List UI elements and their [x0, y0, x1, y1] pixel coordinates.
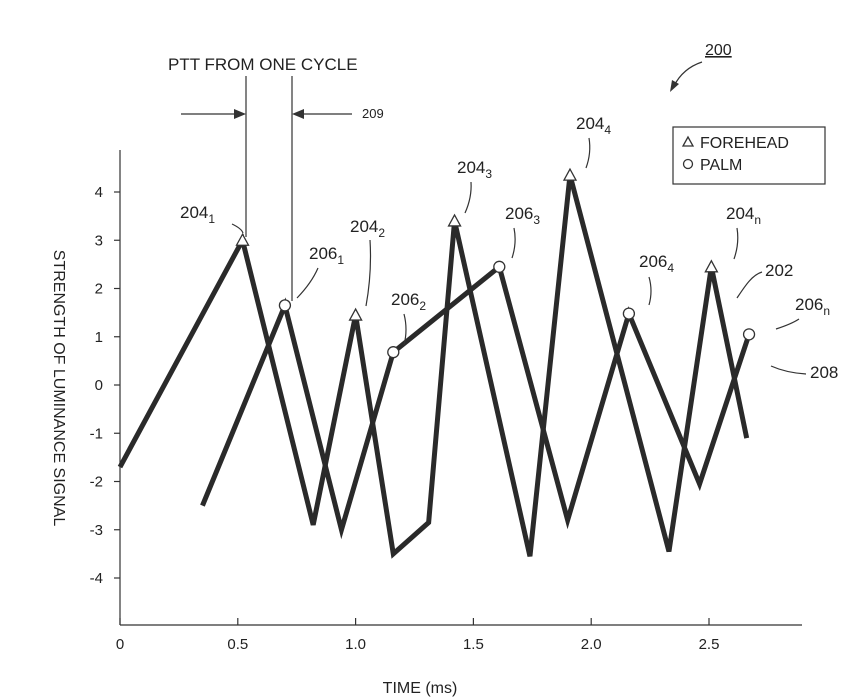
triangle-marker	[237, 234, 249, 245]
figure-number-arrowhead	[670, 80, 679, 92]
y-tick-label: 1	[95, 329, 103, 346]
y-tick-label: 4	[95, 184, 103, 201]
peak-label-leader	[734, 228, 738, 259]
circle-marker	[494, 261, 505, 272]
x-tick-label: 2.0	[581, 636, 602, 653]
series-callout-leader	[771, 366, 806, 374]
x-tick-label: 0.5	[227, 636, 248, 653]
triangle-marker	[350, 309, 362, 320]
y-axis-ticks: 4 3 2 1 0 -1 -2 -3 -4	[90, 184, 120, 587]
x-tick-label: 1.5	[463, 636, 484, 653]
ptt-annotation: PTT FROM ONE CYCLE 209	[168, 55, 384, 301]
circle-marker	[388, 347, 399, 358]
series-callout: 202	[765, 261, 793, 280]
ptt-right-arrowhead	[292, 109, 304, 119]
y-tick-label: -2	[90, 474, 103, 491]
peak-label: 206n	[795, 295, 830, 318]
peak-label: 204n	[726, 204, 761, 227]
circle-marker	[744, 329, 755, 340]
peak-label: 2062	[391, 290, 426, 313]
ptt-callout-209: 209	[362, 106, 384, 121]
x-tick-label: 2.5	[699, 636, 720, 653]
figure-number: 200	[705, 42, 732, 59]
series-layer	[120, 169, 755, 556]
figure-number-label: 200	[670, 42, 732, 92]
y-axis-title: STRENGTH OF LUMINANCE SIGNAL	[50, 250, 67, 527]
legend-label-forehead: FOREHEAD	[700, 135, 789, 152]
peak-label: 2064	[639, 252, 674, 275]
peak-label-leader	[366, 240, 371, 306]
peak-label-leader	[586, 138, 590, 168]
peak-label: 2042	[350, 217, 385, 240]
y-tick-label: -1	[90, 425, 103, 442]
legend-label-palm: PALM	[700, 157, 742, 174]
y-tick-label: -3	[90, 522, 103, 539]
triangle-marker	[705, 261, 717, 272]
peak-label-leader	[232, 224, 243, 233]
ptt-left-arrowhead	[234, 109, 246, 119]
x-tick-label: 0	[116, 636, 124, 653]
peak-label: 2061	[309, 244, 344, 267]
ptt-annotation-text: PTT FROM ONE CYCLE	[168, 55, 358, 74]
legend-circle-icon	[684, 160, 693, 169]
peak-label: 2043	[457, 158, 492, 181]
circle-marker	[623, 308, 634, 319]
peak-label: 2063	[505, 204, 540, 227]
triangle-marker	[564, 169, 576, 180]
y-tick-label: 2	[95, 281, 103, 298]
x-axis-title: TIME (ms)	[383, 680, 458, 697]
figure-number-pointer	[674, 62, 702, 86]
peak-label-leader	[649, 277, 651, 305]
series-callout: 208	[810, 363, 838, 382]
triangle-marker	[449, 215, 461, 226]
peak-label-leader	[776, 319, 799, 329]
peak-label: 2041	[180, 203, 215, 226]
peak-label-leader	[512, 228, 515, 258]
circle-marker	[279, 300, 290, 311]
y-tick-label: 0	[95, 377, 103, 394]
x-axis-ticks: 0 0.5 1.0 1.5 2.0 2.5	[116, 618, 720, 653]
peak-label-leader	[297, 268, 318, 298]
peak-label-leader	[465, 182, 471, 213]
y-tick-label: -4	[90, 570, 103, 587]
y-tick-label: 3	[95, 232, 103, 249]
peak-label: 2044	[576, 114, 611, 137]
x-tick-label: 1.0	[345, 636, 366, 653]
legend: FOREHEAD PALM	[673, 127, 825, 184]
series-callout-leader	[737, 272, 762, 298]
